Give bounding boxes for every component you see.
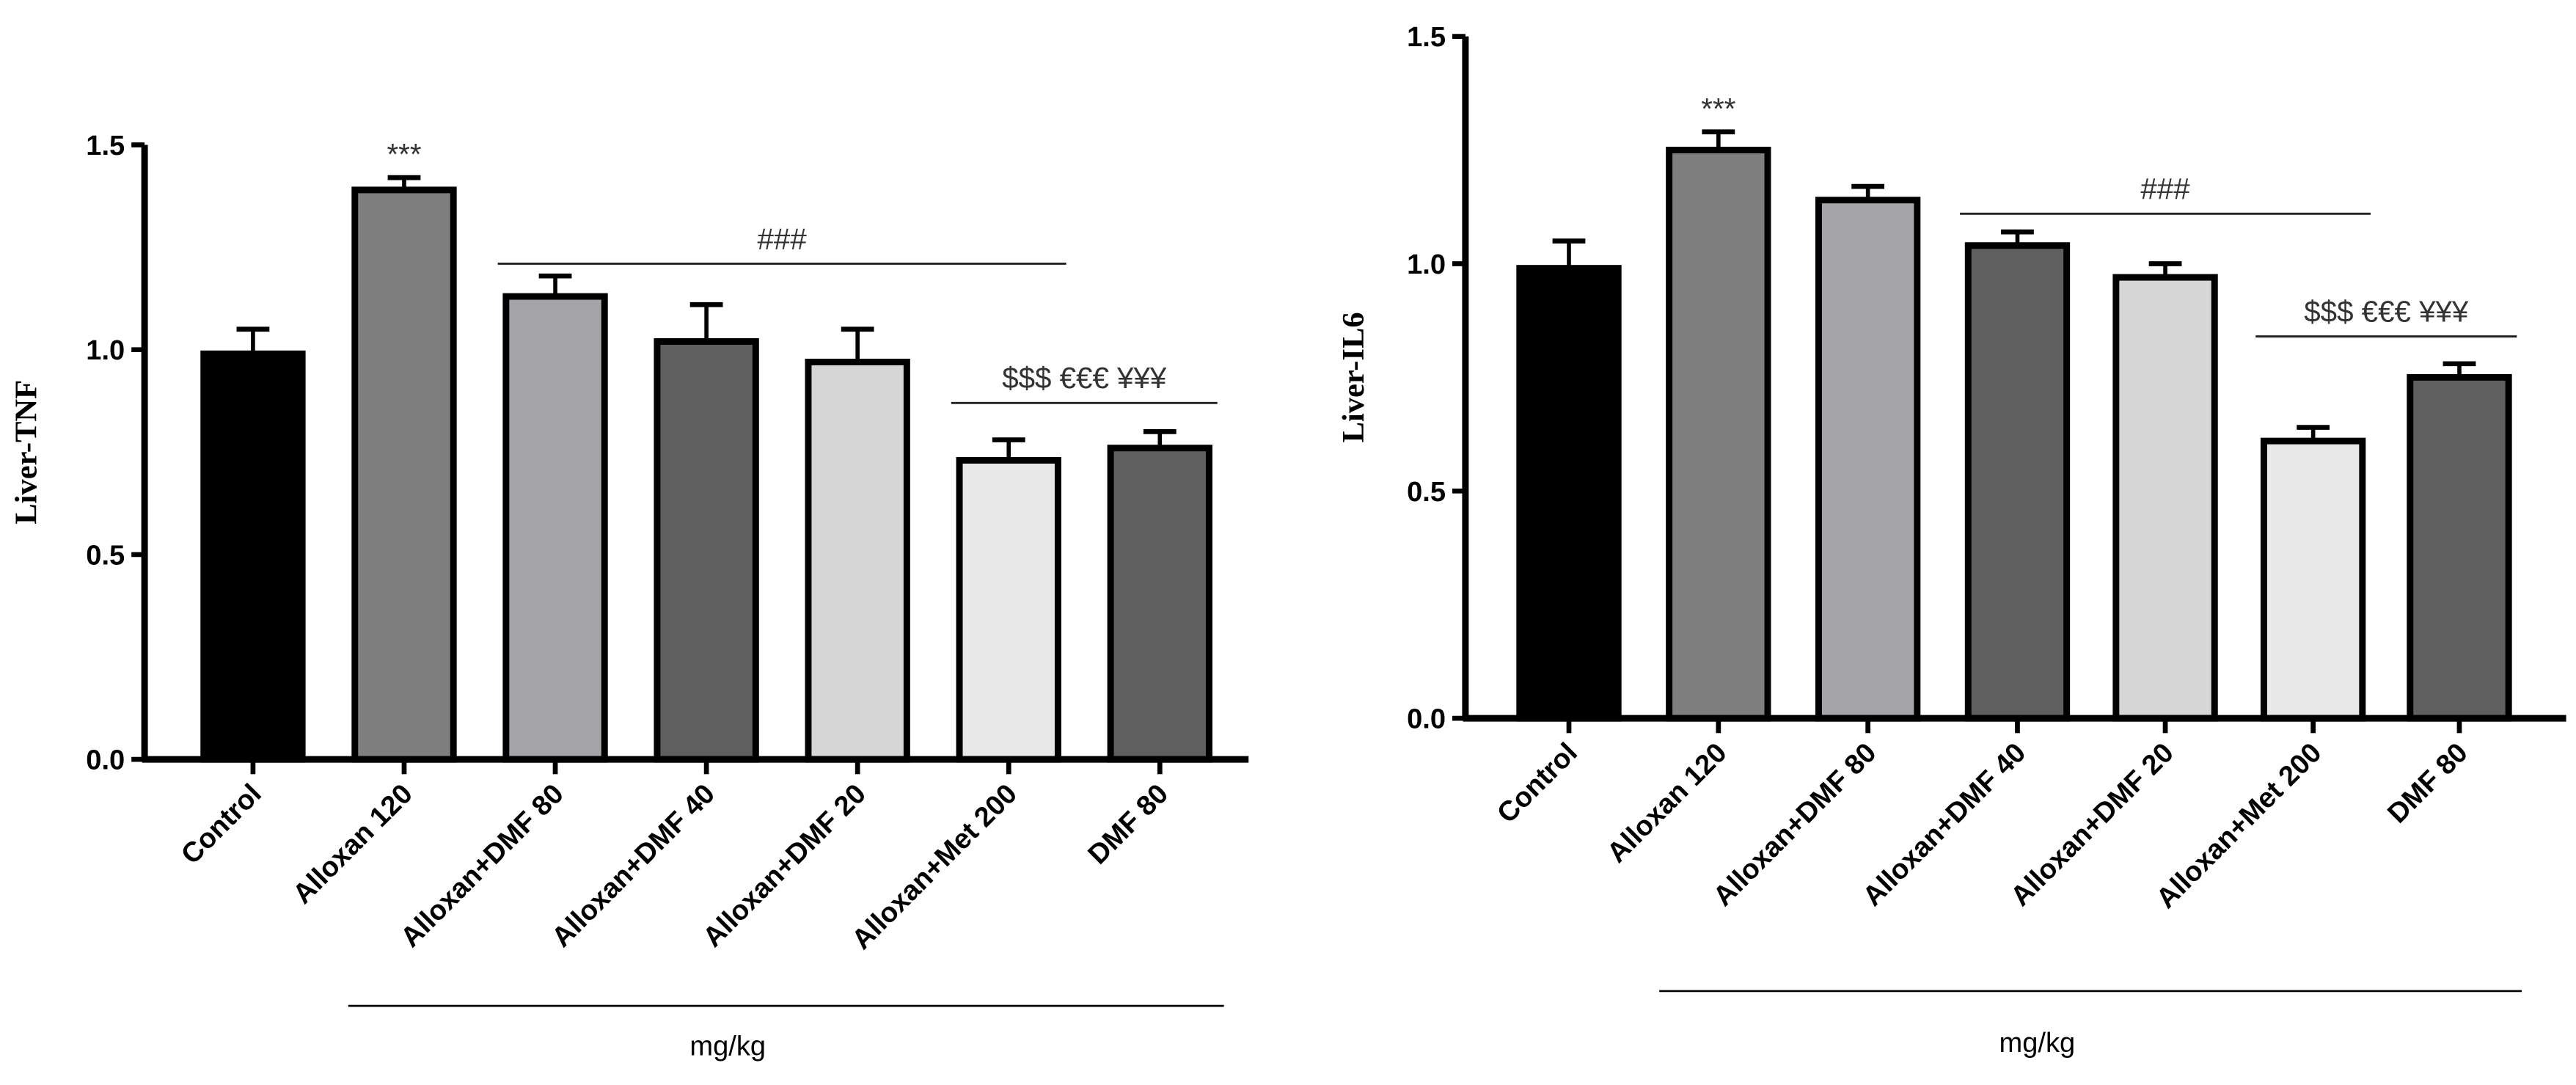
x-tick-label: Alloxan+DMF 20 xyxy=(698,778,872,953)
y-tick-label: 0.0 xyxy=(86,745,125,776)
x-tick-label: Alloxan 120 xyxy=(1601,737,1732,869)
bar-1 xyxy=(351,186,457,763)
bar-4 xyxy=(805,358,910,763)
y-tick-label: 1.0 xyxy=(1407,249,1446,280)
bar-6 xyxy=(2407,373,2512,722)
bar-2 xyxy=(1815,197,1921,722)
y-tick-label: 1.5 xyxy=(1407,22,1446,53)
y-axis-label: Liver-TNF xyxy=(9,380,43,525)
bar-0 xyxy=(1516,265,1622,722)
y-tick-label: 0.5 xyxy=(1407,477,1446,508)
x-tick-label: DMF 80 xyxy=(2382,737,2473,829)
bar-5 xyxy=(2260,437,2366,722)
x-tick-label: Alloxan+DMF 80 xyxy=(1708,737,1882,912)
bar-2 xyxy=(502,293,608,763)
bar-4 xyxy=(2112,274,2218,722)
y-tick-label: 1.5 xyxy=(86,131,125,161)
bar-1 xyxy=(1666,147,1771,722)
x-tick-label: Alloxan+DMF 40 xyxy=(1857,737,2032,912)
y-tick-label: 0.0 xyxy=(1407,704,1446,735)
bar-3 xyxy=(654,338,759,763)
y-axis-label: Liver-IL6 xyxy=(1336,312,1371,442)
significance-label: ### xyxy=(2140,172,2190,205)
significance-label: $$$ €€€ ¥¥¥ xyxy=(2304,295,2469,328)
x-tick-label: DMF 80 xyxy=(1083,778,1174,870)
x-axis-label: mg/kg xyxy=(689,1031,766,1062)
significance-label: *** xyxy=(1701,92,1735,125)
y-tick-label: 0.5 xyxy=(86,540,125,571)
significance-label: $$$ €€€ ¥¥¥ xyxy=(1002,362,1167,395)
x-tick-label: Control xyxy=(175,778,267,870)
significance-label: ### xyxy=(758,222,808,255)
x-tick-label: Control xyxy=(1491,737,1583,829)
x-tick-label: Alloxan+DMF 80 xyxy=(395,778,570,953)
y-tick-label: 1.0 xyxy=(86,335,125,366)
bar-6 xyxy=(1107,445,1212,763)
x-tick-label: Alloxan+DMF 20 xyxy=(2005,737,2180,912)
x-tick-label: Alloxan 120 xyxy=(287,778,418,910)
bar-3 xyxy=(1964,242,2071,722)
x-tick-label: Alloxan+DMF 40 xyxy=(546,778,721,953)
bar-0 xyxy=(200,350,306,763)
x-axis-label: mg/kg xyxy=(1999,1028,2076,1059)
significance-label: *** xyxy=(387,138,421,171)
x-tick-label: Alloxan+Met 200 xyxy=(846,778,1023,955)
bar-5 xyxy=(956,457,1061,763)
x-tick-label: Alloxan+Met 200 xyxy=(2151,737,2327,914)
